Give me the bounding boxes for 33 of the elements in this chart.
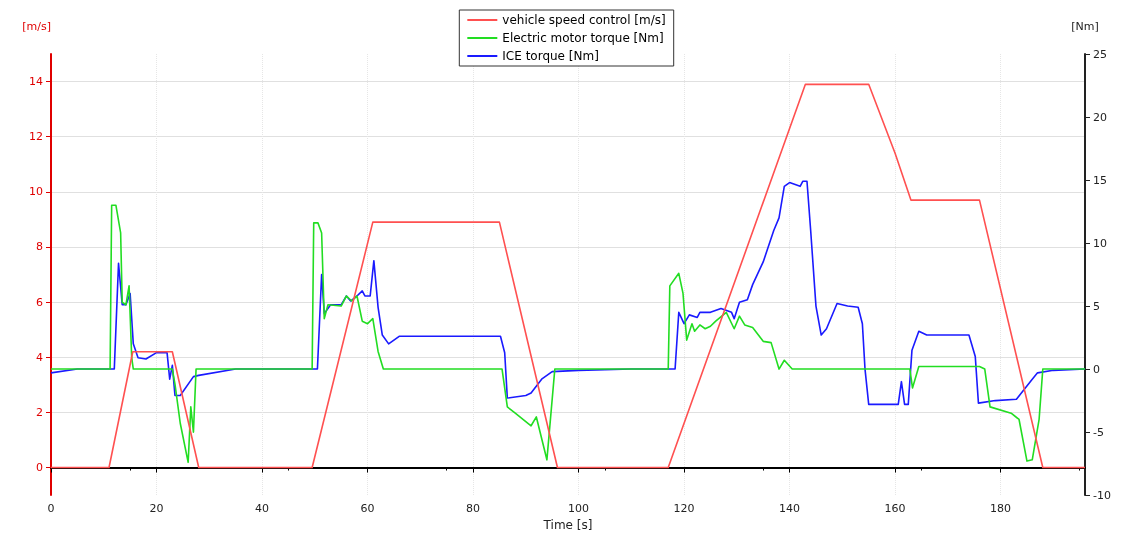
legend-label: vehicle speed control [m/s] xyxy=(502,13,666,27)
x-tick-label: 0 xyxy=(47,502,55,516)
y2-tick-label: 20 xyxy=(1093,110,1107,124)
x-tick-label: 40 xyxy=(255,502,270,516)
x-axis-title: Time [s] xyxy=(542,518,593,532)
x-tick-label: 160 xyxy=(884,502,906,516)
y-tick-label: 4 xyxy=(36,350,43,364)
y2-tick-label: -10 xyxy=(1093,488,1111,502)
x-tick-label: 100 xyxy=(568,502,590,516)
legend-label: Electric motor torque [Nm] xyxy=(502,31,664,45)
y2-tick-label: 10 xyxy=(1093,236,1107,250)
y-axis-title: [m/s] xyxy=(22,20,51,33)
x-tick-label: 80 xyxy=(466,502,481,516)
y-tick-label: 6 xyxy=(36,295,43,309)
x-tick-label: 20 xyxy=(149,502,164,516)
y2-tick-label: 5 xyxy=(1093,299,1100,313)
x-tick-label: 140 xyxy=(779,502,801,516)
x-tick-label: 120 xyxy=(673,502,695,516)
y2-tick-label: 25 xyxy=(1093,47,1107,61)
y-tick-label: 12 xyxy=(29,130,43,144)
y-tick-label: 8 xyxy=(36,240,43,254)
legend-label: ICE torque [Nm] xyxy=(502,49,599,63)
y2-axis-title: [Nm] xyxy=(1071,20,1099,33)
y2-tick-label: 0 xyxy=(1093,362,1100,376)
y-tick-label: 10 xyxy=(29,185,43,199)
y-tick-label: 0 xyxy=(36,461,43,475)
y2-tick-label: -5 xyxy=(1093,425,1104,439)
y-tick-label: 2 xyxy=(36,405,43,419)
x-tick-label: 60 xyxy=(360,502,375,516)
y2-tick-label: 15 xyxy=(1093,173,1107,187)
y-tick-label: 14 xyxy=(29,75,43,89)
line-series xyxy=(50,204,1086,464)
x-tick-label: 180 xyxy=(990,502,1012,516)
